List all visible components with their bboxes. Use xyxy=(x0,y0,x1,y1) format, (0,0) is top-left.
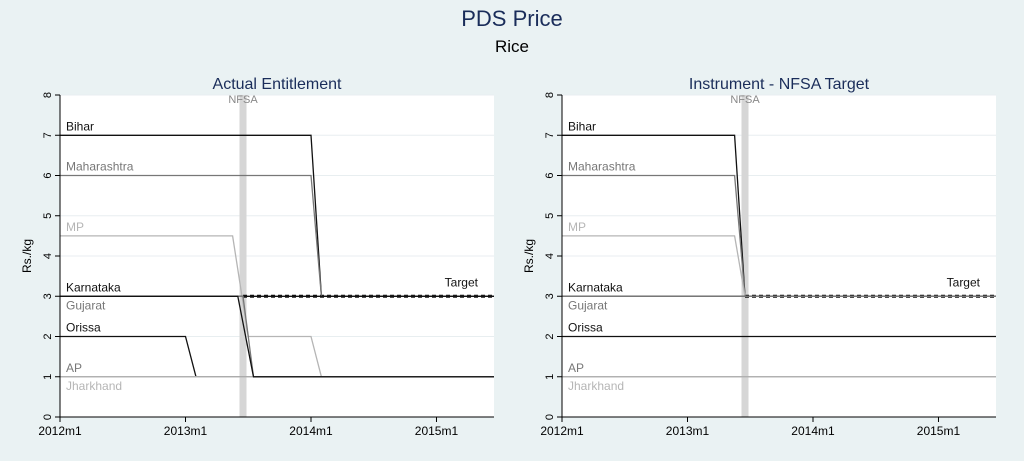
y-tick-label: 6 xyxy=(544,172,556,178)
series-label-jharkhand: Jharkhand xyxy=(568,379,624,393)
x-tick-label: 2012m1 xyxy=(540,424,584,438)
y-tick-label: 0 xyxy=(42,414,54,420)
series-label-mp: MP xyxy=(568,220,586,234)
x-tick-label: 2015m1 xyxy=(917,424,961,438)
chart-panel-1: NFSA Target Bihar Maharashtra MP Karnataka Guj… xyxy=(20,76,494,438)
series-label-bihar: Bihar xyxy=(66,119,94,133)
nfsa-label: NFSA xyxy=(228,94,258,106)
series-label-jharkhand: Jharkhand xyxy=(66,379,122,393)
y-tick-label: 0 xyxy=(544,414,556,420)
nfsa-label: NFSA xyxy=(730,94,760,106)
chart-panel-2: NFSA Target Bihar Maharashtra MP Karnataka Guj… xyxy=(522,76,996,438)
x-tick-label: 2014m1 xyxy=(791,424,835,438)
y-tick-label: 1 xyxy=(42,374,54,380)
x-tick-label: 2013m1 xyxy=(164,424,208,438)
series-label-mp: MP xyxy=(66,220,84,234)
y-tick-label: 8 xyxy=(544,92,556,98)
series-label-bihar: Bihar xyxy=(568,119,596,133)
y-tick-label: 6 xyxy=(42,172,54,178)
figure-title: PDS Price xyxy=(461,6,563,31)
y-tick-label: 5 xyxy=(544,213,556,219)
series-label-karnataka: Karnataka xyxy=(66,280,121,294)
y-tick-label: 2 xyxy=(544,333,556,339)
y-axis-label: Rs./kg xyxy=(522,239,536,273)
series-line xyxy=(60,295,494,378)
series-label-karnataka: Karnataka xyxy=(568,280,623,294)
y-tick-label: 3 xyxy=(42,293,54,299)
figure-subtitle: Rice xyxy=(494,37,529,56)
panel-title: Instrument - NFSA Target xyxy=(689,76,870,93)
series-label-gujarat: Gujarat xyxy=(568,298,608,312)
y-tick-label: 2 xyxy=(42,333,54,339)
y-tick-label: 8 xyxy=(42,92,54,98)
nfsa-band xyxy=(239,95,247,417)
y-tick-label: 1 xyxy=(544,374,556,380)
y-tick-label: 7 xyxy=(544,132,556,138)
y-tick-label: 5 xyxy=(42,213,54,219)
series-label-orissa: Orissa xyxy=(568,321,603,335)
x-tick-label: 2012m1 xyxy=(38,424,82,438)
y-axis-label: Rs./kg xyxy=(20,239,34,273)
series-label-maharashtra: Maharashtra xyxy=(66,160,134,174)
y-tick-label: 7 xyxy=(42,132,54,138)
nfsa-band xyxy=(741,95,749,417)
panel-title: Actual Entitlement xyxy=(213,76,343,93)
target-label: Target xyxy=(445,275,479,289)
x-tick-label: 2013m1 xyxy=(666,424,710,438)
y-tick-label: 3 xyxy=(544,293,556,299)
series-label-maharashtra: Maharashtra xyxy=(568,160,636,174)
x-tick-label: 2014m1 xyxy=(289,424,333,438)
y-tick-label: 4 xyxy=(544,253,556,259)
series-label-orissa: Orissa xyxy=(66,321,101,335)
series-label-ap: AP xyxy=(568,361,584,375)
target-label: Target xyxy=(947,275,981,289)
x-tick-label: 2015m1 xyxy=(415,424,459,438)
y-tick-label: 4 xyxy=(42,253,54,259)
series-label-ap: AP xyxy=(66,361,82,375)
series-label-gujarat: Gujarat xyxy=(66,298,106,312)
